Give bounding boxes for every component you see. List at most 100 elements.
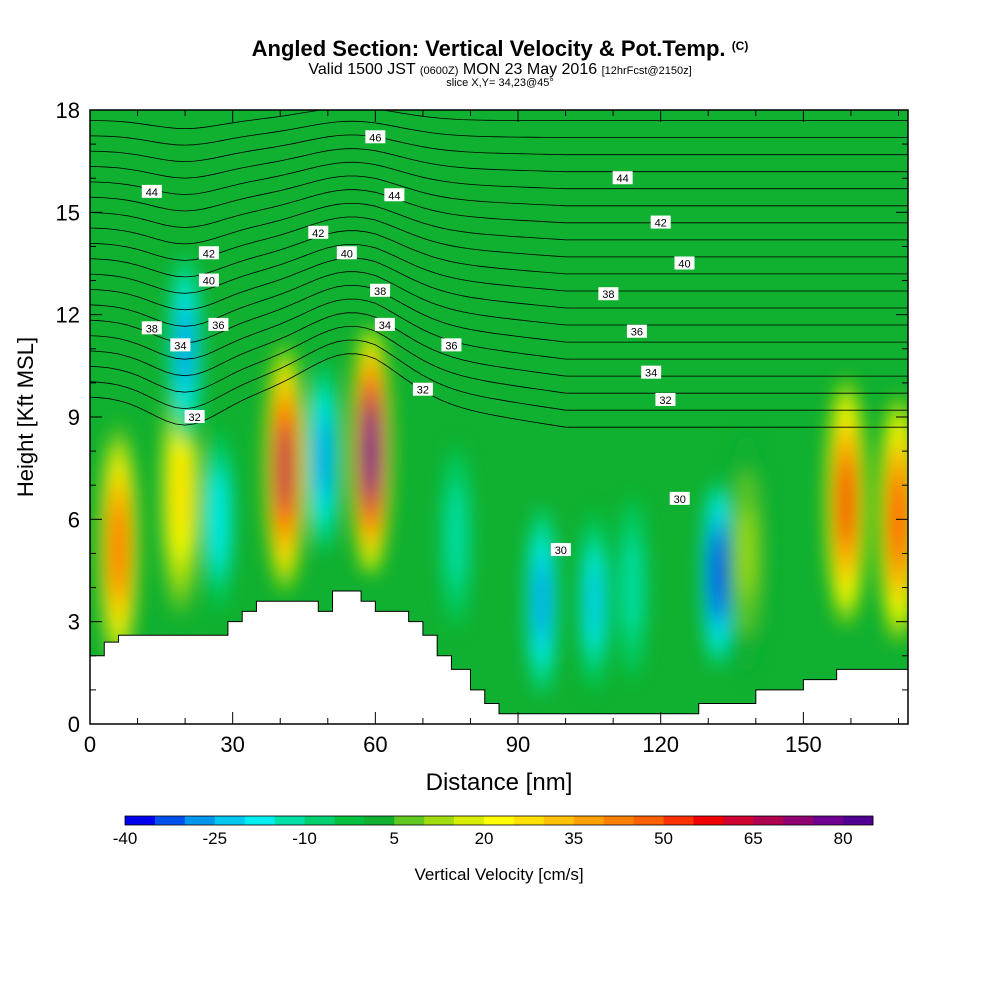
theta-contour-line xyxy=(90,203,908,245)
colorbar-swatch xyxy=(364,816,395,825)
label-backdrop xyxy=(412,382,433,396)
theta-contour-labels: 46 44 44 44 42 42 42 40 40 40 38 38 38 36 36 36 34 34 34 32… xyxy=(141,130,695,557)
velocity-band xyxy=(111,502,126,591)
colorbar-swatch xyxy=(334,816,365,825)
velocity-band xyxy=(173,447,188,537)
valid-prefix: Valid 1500 JST xyxy=(308,61,416,78)
theta-contour-label: 38 xyxy=(370,283,391,298)
theta-contour-label: 38 xyxy=(598,287,619,301)
velocity-core xyxy=(826,379,867,626)
colorbar-swatch xyxy=(394,816,425,825)
colorbar-tick-label: 65 xyxy=(744,829,763,848)
theta-contour-label: 42 xyxy=(650,215,671,230)
theta-contour-line xyxy=(90,189,908,228)
theta-contour-label: 30 xyxy=(669,491,690,506)
velocity-band xyxy=(711,539,724,609)
x-tick-label: 90 xyxy=(506,732,530,757)
theta-contour-label-text: 42 xyxy=(312,228,324,240)
theta-contour-line xyxy=(90,175,908,212)
theta-contour-label: 32 xyxy=(184,410,205,424)
theta-contours xyxy=(90,110,908,428)
label-backdrop xyxy=(374,317,395,331)
valid-date: MON 23 May 2016 xyxy=(462,61,598,78)
colorbar-swatch xyxy=(693,816,724,825)
theta-contour-label-text: 32 xyxy=(417,385,429,397)
theta-contour-label-text: 38 xyxy=(146,323,158,335)
label-backdrop xyxy=(650,215,671,229)
label-backdrop xyxy=(198,273,219,287)
theta-contour-label-text: 30 xyxy=(555,545,567,557)
velocity-core xyxy=(615,492,649,684)
velocity-core xyxy=(350,328,391,574)
theta-contour-label-text: 34 xyxy=(174,340,186,352)
theta-contour-label-text: 40 xyxy=(341,248,353,260)
label-backdrop xyxy=(674,256,695,270)
title-unit: (C) xyxy=(731,39,749,53)
theta-contour-line xyxy=(90,216,908,261)
velocity-band xyxy=(317,423,329,493)
y-tick-label: 6 xyxy=(68,507,80,532)
colorbar-swatch xyxy=(125,816,156,825)
theta-contour-line xyxy=(90,244,908,294)
colorbar-tick-label: 5 xyxy=(390,829,399,848)
colorbar-swatch xyxy=(843,816,874,825)
background-field xyxy=(90,110,908,724)
colorbar-tick-label: 20 xyxy=(475,829,494,848)
velocity-core xyxy=(440,440,473,632)
theta-contour-label-text: 38 xyxy=(374,286,386,298)
theta-contour-label-text: 44 xyxy=(617,173,629,185)
x-tick-label: 0 xyxy=(84,732,96,757)
y-tick-label: 0 xyxy=(68,712,80,737)
colorbar-swatch xyxy=(633,816,664,825)
velocity-core xyxy=(878,396,908,643)
theta-contour-label-text: 46 xyxy=(369,132,381,144)
theta-contour-line xyxy=(90,257,908,311)
label-backdrop xyxy=(598,287,619,301)
colorbar-tick-label: -25 xyxy=(202,829,227,848)
theta-contour-line xyxy=(90,230,908,278)
theta-contour-label-text: 32 xyxy=(659,395,671,407)
colorbar-tick-label: -10 xyxy=(292,829,317,848)
y-tick-label: 3 xyxy=(68,610,80,635)
theta-contour-label: 42 xyxy=(198,246,219,260)
theta-contour-label-text: 36 xyxy=(445,340,457,352)
colorbar-swatch xyxy=(723,816,754,825)
theta-contour-line xyxy=(90,161,908,195)
theta-contour-label: 40 xyxy=(336,246,357,260)
label-backdrop xyxy=(370,283,391,297)
theta-contour-line xyxy=(90,110,908,130)
velocity-band xyxy=(739,509,754,598)
velocity-band xyxy=(363,406,378,496)
theta-contour-label-text: 42 xyxy=(655,218,667,230)
colorbar-swatch xyxy=(274,816,305,825)
theta-contour-label: 38 xyxy=(141,321,162,335)
terrain xyxy=(90,590,908,724)
colorbar-swatch xyxy=(783,816,814,825)
colorbar-tick-label: 35 xyxy=(564,829,583,848)
theta-contour-label-text: 40 xyxy=(678,259,690,271)
x-axis-label: Distance [nm] xyxy=(426,769,573,796)
theta-contour-line xyxy=(90,134,908,163)
label-backdrop xyxy=(141,321,162,335)
colorbar-swatch xyxy=(184,816,216,825)
theta-contour-label-text: 42 xyxy=(203,248,215,260)
theta-contour-label: 34 xyxy=(170,338,191,352)
label-backdrop xyxy=(336,246,357,260)
theta-contour-line xyxy=(90,271,908,327)
y-tick-label: 18 xyxy=(56,98,80,123)
colorbar-swatch xyxy=(154,816,186,825)
label-backdrop xyxy=(441,338,462,352)
colorbar-swatch xyxy=(813,816,844,825)
theta-contour-label-text: 34 xyxy=(379,320,391,332)
theta-contour-line xyxy=(90,339,908,411)
theta-contour-label: 36 xyxy=(208,317,229,332)
x-tick-label: 120 xyxy=(642,732,679,757)
theta-contour-label: 40 xyxy=(674,256,695,271)
theta-contour-label: 46 xyxy=(365,130,386,144)
velocity-band xyxy=(450,502,463,571)
velocity-core xyxy=(577,505,611,697)
theta-contour-label-text: 40 xyxy=(203,276,215,288)
theta-contour-label: 32 xyxy=(412,382,433,397)
slice-info: slice X,Y= 34,23@45° xyxy=(446,77,554,89)
